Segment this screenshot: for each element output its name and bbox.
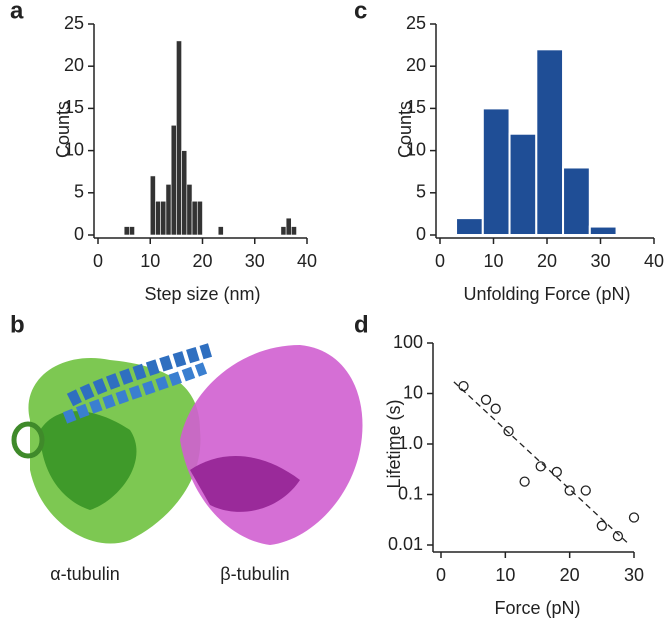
x-tick-label: 30 xyxy=(590,251,610,271)
point xyxy=(564,485,575,496)
bar xyxy=(481,107,511,236)
x-axis-label: Unfolding Force (pN) xyxy=(463,284,630,304)
bar xyxy=(155,200,162,236)
bar xyxy=(191,200,198,236)
point xyxy=(458,380,469,392)
y-tick-label: 10 xyxy=(64,139,84,159)
point xyxy=(612,530,624,542)
point xyxy=(628,512,640,523)
point xyxy=(503,425,514,437)
image-label: β-tubulin xyxy=(220,564,289,584)
bar xyxy=(291,226,297,236)
x-tick-label: 0 xyxy=(93,251,103,271)
y-tick-label: 20 xyxy=(406,55,426,75)
x-tick-label: 20 xyxy=(537,251,557,271)
x-tick-label: 40 xyxy=(644,251,664,271)
bar xyxy=(196,200,203,236)
bar xyxy=(508,132,538,236)
bar xyxy=(181,150,188,236)
y-tick-label: 10 xyxy=(406,139,426,159)
protein-image xyxy=(11,343,363,545)
panel-letter: c xyxy=(354,0,367,24)
x-tick-label: 30 xyxy=(245,251,265,271)
y-tick-label: 20 xyxy=(64,55,84,75)
y-tick-label: 15 xyxy=(406,97,426,117)
bar xyxy=(165,184,172,236)
panel-letter: b xyxy=(10,311,25,338)
y-tick-label: 5 xyxy=(416,182,426,202)
x-tick-label: 20 xyxy=(192,251,212,271)
bar xyxy=(186,184,193,236)
x-tick-label: 20 xyxy=(560,565,580,585)
bar xyxy=(455,217,484,236)
y-axis-label: Counts xyxy=(53,101,73,158)
point xyxy=(519,476,530,487)
x-tick-label: 40 xyxy=(297,251,317,271)
point xyxy=(580,485,591,496)
y-tick-label: 1.0 xyxy=(398,433,423,453)
x-tick-label: 0 xyxy=(435,251,445,271)
y-tick-label: 25 xyxy=(406,13,426,33)
x-tick-label: 10 xyxy=(495,565,515,585)
x-tick-label: 0 xyxy=(436,565,446,585)
bar xyxy=(217,226,224,236)
x-tick-label: 10 xyxy=(140,251,160,271)
bar xyxy=(535,48,565,236)
y-tick-label: 0 xyxy=(416,224,426,244)
point xyxy=(551,466,562,478)
bar xyxy=(149,175,156,236)
bar xyxy=(176,40,182,236)
y-tick-label: 0 xyxy=(74,224,84,244)
y-tick-label: 100 xyxy=(393,332,423,352)
x-axis-label: Step size (nm) xyxy=(144,284,260,304)
bar xyxy=(562,166,591,236)
bar xyxy=(170,124,177,236)
y-tick-label: 25 xyxy=(64,13,84,33)
point xyxy=(535,461,546,472)
y-tick-label: 15 xyxy=(64,97,84,117)
bar xyxy=(285,217,292,236)
y-axis-label: Counts xyxy=(395,101,415,158)
panel-letter: d xyxy=(354,311,369,338)
point xyxy=(480,394,492,405)
bar xyxy=(588,225,618,236)
point xyxy=(490,403,501,414)
y-tick-label: 10 xyxy=(403,382,423,402)
y-tick-label: 5 xyxy=(74,182,84,202)
x-axis-label: Force (pN) xyxy=(494,598,580,618)
point xyxy=(596,520,607,531)
y-tick-label: 0.1 xyxy=(398,483,423,503)
y-axis-label: Lifetime (s) xyxy=(384,399,404,488)
bar xyxy=(280,226,287,236)
image-label: α-tubulin xyxy=(50,564,119,584)
bar xyxy=(123,226,130,236)
panel-letter: a xyxy=(10,0,24,24)
y-tick-label: 0.01 xyxy=(388,534,423,554)
x-tick-label: 30 xyxy=(624,565,644,585)
x-tick-label: 10 xyxy=(483,251,503,271)
bar xyxy=(160,200,167,236)
bar xyxy=(129,226,135,236)
